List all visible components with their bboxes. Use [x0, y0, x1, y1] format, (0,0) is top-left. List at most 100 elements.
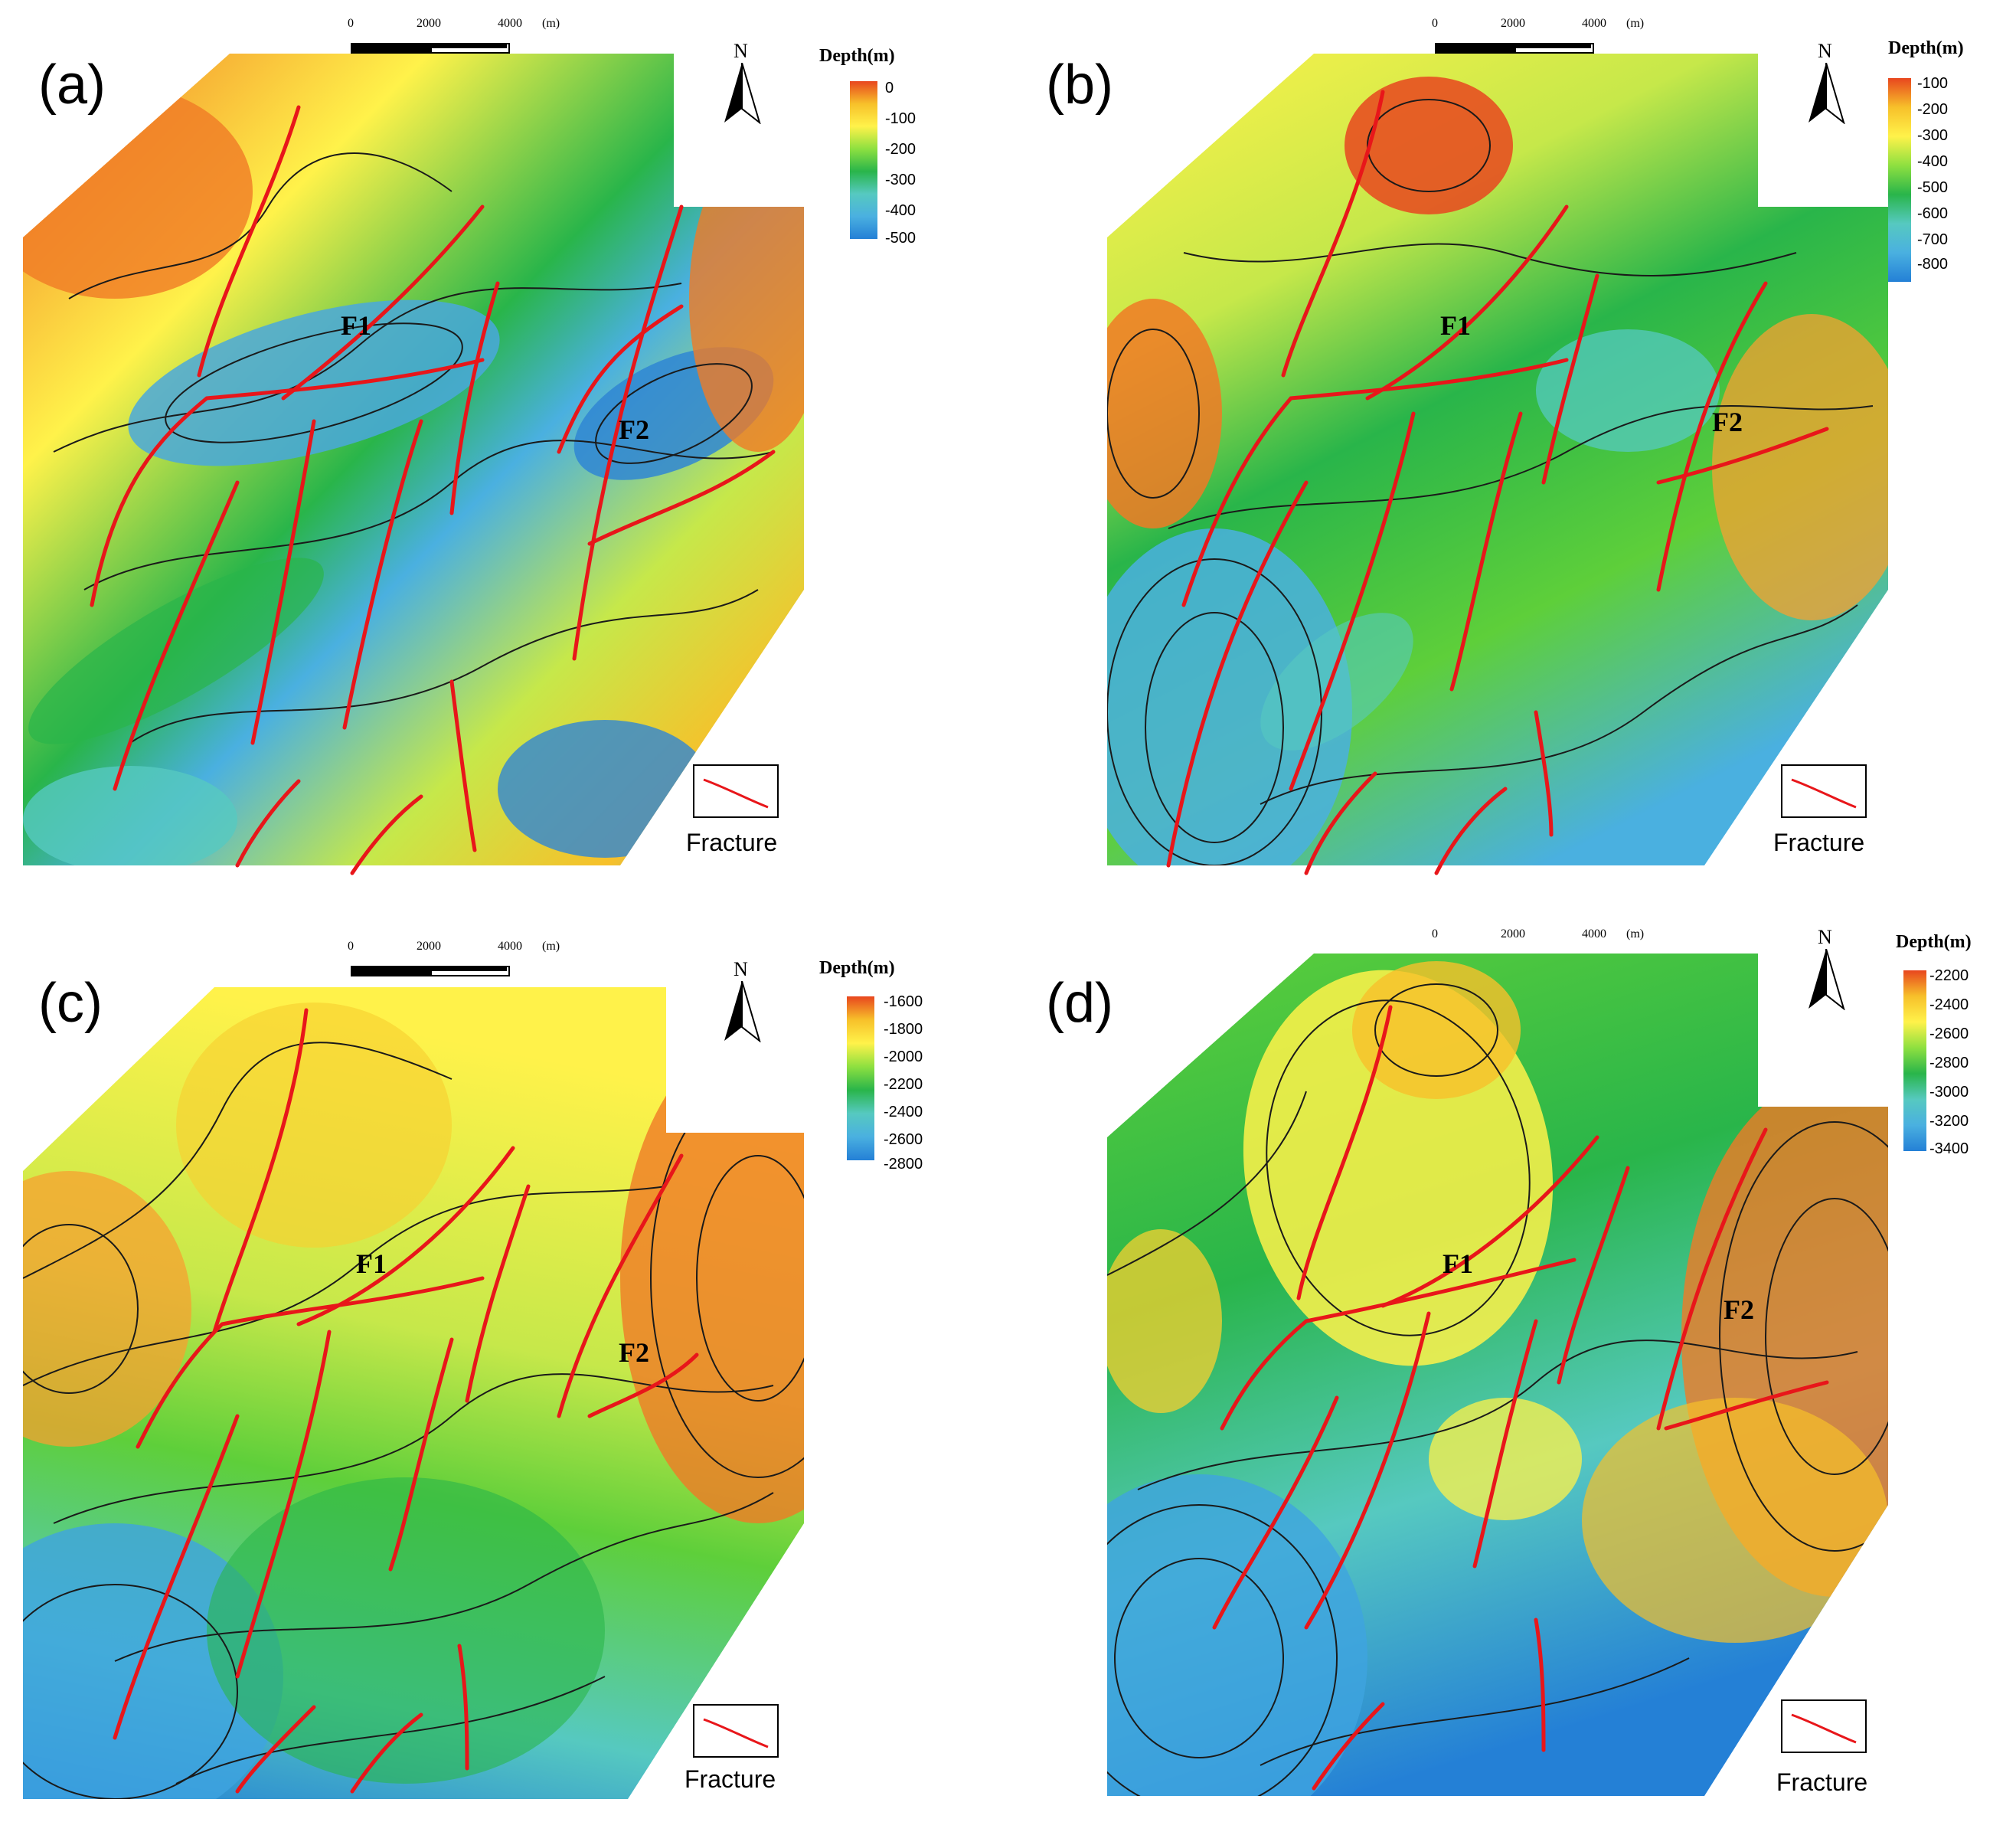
legend-label: -1800 — [884, 1021, 923, 1038]
legend-label: -3400 — [1929, 1140, 1969, 1157]
scale-unit: (m) — [542, 940, 560, 953]
depth-legend: Depth(m) 0 -100 -200 -300 -400 -500 — [819, 46, 995, 260]
color-bar — [847, 996, 874, 1160]
legend-label: -2200 — [1929, 967, 1969, 984]
fault-label-f1: F1 — [341, 310, 371, 341]
scale-tick: 4000 — [498, 940, 522, 953]
legend-label: -400 — [885, 202, 917, 219]
fault-label-f2: F2 — [619, 414, 649, 445]
legend-label: -200 — [1917, 101, 1949, 118]
scale-unit: (m) — [1626, 17, 1645, 30]
legend-label: -3200 — [1929, 1113, 1969, 1130]
legend-label: -100 — [885, 110, 917, 127]
fracture-legend-box — [693, 764, 779, 818]
fracture-legend-box — [1781, 764, 1867, 818]
north-arrow-icon — [724, 63, 761, 124]
legend-label: -2800 — [884, 1156, 923, 1173]
legend-label: -2600 — [884, 1131, 923, 1148]
legend-label: -2600 — [1929, 1025, 1969, 1042]
depth-map — [23, 987, 804, 1799]
fault-label-f2: F2 — [1712, 407, 1743, 437]
panel-label: (a) — [38, 54, 106, 116]
panel-d: (d) 0 2000 4000 (m) N Depth(m) -2200 -24… — [1008, 911, 2015, 1821]
legend-label: -2400 — [1929, 996, 1969, 1013]
north-arrow: N — [1807, 926, 1845, 1010]
panel-b: (b) 0 2000 4000 (m) N Depth(m) -100 -200… — [1008, 0, 2015, 911]
panel-label: (b) — [1046, 54, 1113, 116]
panel-a: (a) 0 2000 4000 (m) N Depth(m) 0 -100 -2… — [0, 0, 1008, 911]
depth-map — [1107, 954, 1888, 1796]
fracture-line-icon — [703, 778, 769, 809]
scale-segment — [430, 43, 507, 48]
legend-label: -3000 — [1929, 1084, 1969, 1101]
scale-segment — [1514, 43, 1591, 48]
scale-tick: 2000 — [417, 940, 441, 953]
north-arrow-icon — [724, 981, 761, 1042]
scale-tick: 2000 — [1501, 927, 1525, 940]
legend-label: -600 — [1917, 205, 1949, 222]
fracture-line-icon — [1791, 1713, 1857, 1744]
legend-label: -2200 — [884, 1076, 923, 1093]
fracture-legend-box — [1781, 1699, 1867, 1753]
fracture-line-icon — [703, 1718, 769, 1748]
north-label: N — [734, 40, 748, 62]
legend-label: -700 — [1917, 231, 1949, 248]
scale-tick: 2000 — [1501, 17, 1525, 30]
scale-tick: 0 — [1432, 927, 1438, 940]
scale-tick: 4000 — [1582, 17, 1606, 30]
color-bar — [1888, 78, 1911, 282]
legend-label: 0 — [885, 80, 894, 96]
panel-label: (c) — [38, 973, 103, 1034]
scale-tick: 4000 — [498, 17, 522, 30]
scale-segment — [1435, 43, 1514, 54]
scale-segment — [430, 966, 507, 971]
legend-label: -2400 — [884, 1104, 923, 1120]
color-bar — [1903, 970, 1926, 1151]
scale-tick: 0 — [348, 940, 354, 953]
fault-label-f1: F1 — [1440, 310, 1471, 341]
north-arrow: N — [723, 40, 761, 124]
north-arrow: N — [723, 958, 761, 1042]
north-label: N — [1818, 926, 1832, 948]
north-label: N — [734, 958, 748, 980]
legend-label: -300 — [1917, 127, 1949, 144]
legend-label: -800 — [1917, 256, 1949, 273]
scale-bar: 0 2000 4000 (m) — [348, 17, 580, 63]
legend-label: -100 — [1917, 75, 1949, 92]
scale-unit: (m) — [1626, 927, 1645, 940]
legend-title: Depth(m) — [819, 46, 895, 66]
scale-tick: 4000 — [1582, 927, 1606, 940]
legend-label: -200 — [885, 141, 917, 158]
fracture-legend-label: Fracture — [685, 1765, 776, 1793]
fault-label-f2: F2 — [619, 1337, 649, 1368]
fault-label-f1: F1 — [1443, 1248, 1473, 1279]
legend-title: Depth(m) — [819, 958, 895, 978]
scale-segment — [351, 43, 430, 54]
panel-c: (c) 0 2000 4000 (m) N Depth(m) -1600 -18… — [0, 911, 1008, 1821]
legend-label: -300 — [885, 172, 917, 188]
fault-label-f1: F1 — [356, 1248, 387, 1279]
fault-label-f2: F2 — [1724, 1294, 1754, 1325]
depth-map — [23, 54, 804, 875]
panel-label: (d) — [1046, 973, 1113, 1034]
legend-label: -1600 — [884, 993, 923, 1010]
legend-label: -500 — [885, 230, 917, 247]
legend-label: -500 — [1917, 179, 1949, 196]
legend-label: -2800 — [1929, 1055, 1969, 1071]
scale-tick: 2000 — [417, 17, 441, 30]
fracture-legend-label: Fracture — [686, 829, 778, 856]
scale-bar: 0 2000 4000 (m) — [1432, 17, 1665, 63]
scale-tick: 0 — [348, 17, 354, 30]
fracture-line-icon — [1791, 778, 1857, 809]
north-arrow-icon — [1809, 63, 1845, 124]
depth-legend: Depth(m) -2200 -2400 -2600 -2800 -3000 -… — [1896, 932, 2015, 1157]
scale-segment — [351, 966, 430, 976]
scale-tick: 0 — [1432, 17, 1438, 30]
scale-unit: (m) — [542, 17, 560, 30]
depth-legend: Depth(m) -1600 -1800 -2000 -2200 -2400 -… — [819, 958, 995, 1173]
fracture-legend-label: Fracture — [1776, 1768, 1868, 1796]
north-arrow: N — [1807, 40, 1845, 124]
north-label: N — [1818, 40, 1832, 62]
color-bar — [850, 81, 877, 239]
fracture-legend-label: Fracture — [1773, 829, 1865, 856]
